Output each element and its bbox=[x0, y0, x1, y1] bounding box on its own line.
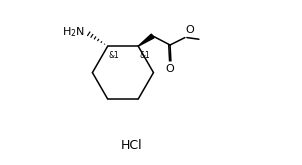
Polygon shape bbox=[138, 34, 154, 46]
Text: O: O bbox=[166, 64, 175, 74]
Text: &1: &1 bbox=[139, 51, 150, 60]
Text: &1: &1 bbox=[109, 51, 119, 60]
Text: O: O bbox=[185, 25, 194, 35]
Text: H$_2$N: H$_2$N bbox=[62, 26, 85, 39]
Text: HCl: HCl bbox=[120, 139, 142, 152]
